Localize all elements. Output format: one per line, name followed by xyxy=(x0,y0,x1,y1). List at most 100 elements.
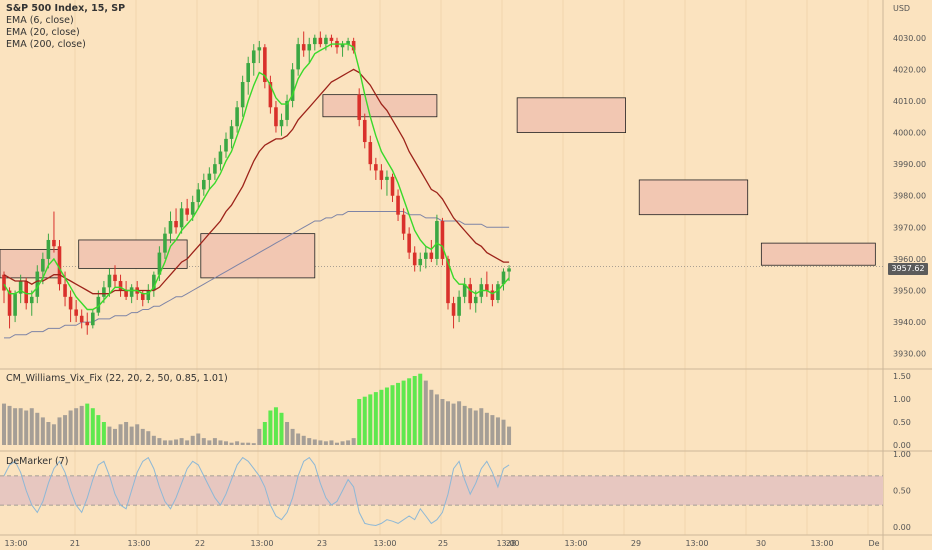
vix-bar xyxy=(468,408,473,445)
price-tick-label: 4000.00 xyxy=(893,129,926,138)
candle xyxy=(401,208,406,240)
candle xyxy=(163,227,167,259)
candle-body xyxy=(485,284,489,291)
candle-body xyxy=(229,126,234,139)
vix-bar xyxy=(168,440,173,445)
vix-bar xyxy=(107,426,112,445)
demarker-tick-label: 0.50 xyxy=(893,487,911,496)
candle-body xyxy=(41,258,45,272)
vix-bar xyxy=(346,440,351,445)
vix-bar xyxy=(162,440,167,445)
ema6-path xyxy=(3,43,510,311)
candle xyxy=(113,265,117,288)
candle-body xyxy=(63,284,67,297)
candle xyxy=(301,31,306,57)
candle xyxy=(218,145,223,171)
time-tick-label: 25 xyxy=(438,539,448,548)
candle-body xyxy=(85,322,90,326)
candle xyxy=(429,239,434,263)
candle xyxy=(435,214,439,266)
candle xyxy=(213,157,217,180)
demarker-label[interactable]: DeMarker (7) xyxy=(6,456,69,467)
candle xyxy=(313,34,317,51)
vix-bar xyxy=(423,380,428,445)
candle-body xyxy=(185,208,189,215)
vix-bar xyxy=(384,387,389,445)
candle xyxy=(296,37,300,76)
candle xyxy=(446,255,450,310)
zone-box xyxy=(200,233,316,279)
candle-body xyxy=(24,281,28,304)
demarker-axis[interactable]: 1.00 0.50 0.00 xyxy=(893,450,911,532)
vix-bar xyxy=(146,431,151,445)
candle-body xyxy=(157,252,162,275)
candle xyxy=(85,312,90,335)
vix-bar xyxy=(118,424,123,445)
candle-body xyxy=(218,151,223,165)
vix-bar xyxy=(229,442,234,445)
vix-bar xyxy=(490,415,495,445)
time-tick-label: 29 xyxy=(631,539,641,548)
candle-body xyxy=(296,44,300,70)
vix-bar xyxy=(246,442,251,445)
candle xyxy=(2,271,6,304)
candle-body xyxy=(496,284,500,300)
candle-body xyxy=(313,37,317,45)
vix-bar xyxy=(129,426,134,445)
candle xyxy=(96,290,101,316)
vix-bar xyxy=(323,441,328,445)
time-tick-label: 13:00 xyxy=(564,539,587,548)
candlestick-series xyxy=(2,31,511,335)
vix-bar xyxy=(418,373,423,445)
legend-ema6[interactable]: EMA (6, close) xyxy=(6,15,74,26)
candle xyxy=(251,44,256,76)
vix-bar xyxy=(29,408,34,445)
candle xyxy=(279,113,284,136)
vix-bar xyxy=(90,408,95,445)
candle-body xyxy=(240,82,245,108)
candle-body xyxy=(107,274,112,288)
candle xyxy=(290,63,295,108)
candle xyxy=(362,113,367,149)
candle xyxy=(235,100,239,133)
price-tick-label: 4020.00 xyxy=(893,65,926,74)
demarker-tick-label: 1.00 xyxy=(893,450,911,459)
candle xyxy=(462,277,467,304)
candle xyxy=(202,173,206,196)
zone-box xyxy=(322,94,438,118)
vix-bar xyxy=(473,410,478,445)
vix-bar xyxy=(96,415,101,445)
last-price-tag: 3957.62 xyxy=(888,263,928,275)
vix-bar xyxy=(357,399,362,445)
demarker-panel-plot xyxy=(0,456,883,527)
vix-bar xyxy=(224,441,228,445)
demarker-path xyxy=(3,456,510,527)
legend-ema20[interactable]: EMA (20, close) xyxy=(6,27,80,38)
candle-body xyxy=(351,40,356,51)
price-axis[interactable]: USD 4030.00 4020.00 4010.00 4000.00 3990.00 39… xyxy=(893,4,926,359)
legend-ema200[interactable]: EMA (200, close) xyxy=(6,39,86,50)
chart-legend: S&P 500 Index, 15, SP EMA (6, close) EMA… xyxy=(6,3,125,51)
candle-body xyxy=(246,63,250,83)
vix-axis[interactable]: 1.50 1.00 0.50 0.00 xyxy=(893,372,911,450)
candle-body xyxy=(368,142,373,165)
candle xyxy=(79,309,84,329)
candle-body xyxy=(274,107,278,127)
time-tick-label: 13:00 xyxy=(810,539,833,548)
candle-body xyxy=(18,281,23,294)
vix-tick-label: 0.50 xyxy=(893,418,911,427)
vix-bar xyxy=(68,410,73,445)
candle xyxy=(91,309,95,329)
candle xyxy=(368,135,373,171)
candle xyxy=(329,34,334,48)
candle-body xyxy=(224,138,228,152)
vix-fix-label[interactable]: CM_Williams_Vix_Fix (22, 20, 2, 50, 0.85… xyxy=(6,373,228,384)
candle xyxy=(29,290,34,316)
symbol-title[interactable]: S&P 500 Index, 15, SP xyxy=(6,3,126,14)
vix-bar xyxy=(268,410,273,445)
candle xyxy=(52,211,56,253)
vix-bar xyxy=(279,412,284,445)
candle-body xyxy=(140,293,145,300)
